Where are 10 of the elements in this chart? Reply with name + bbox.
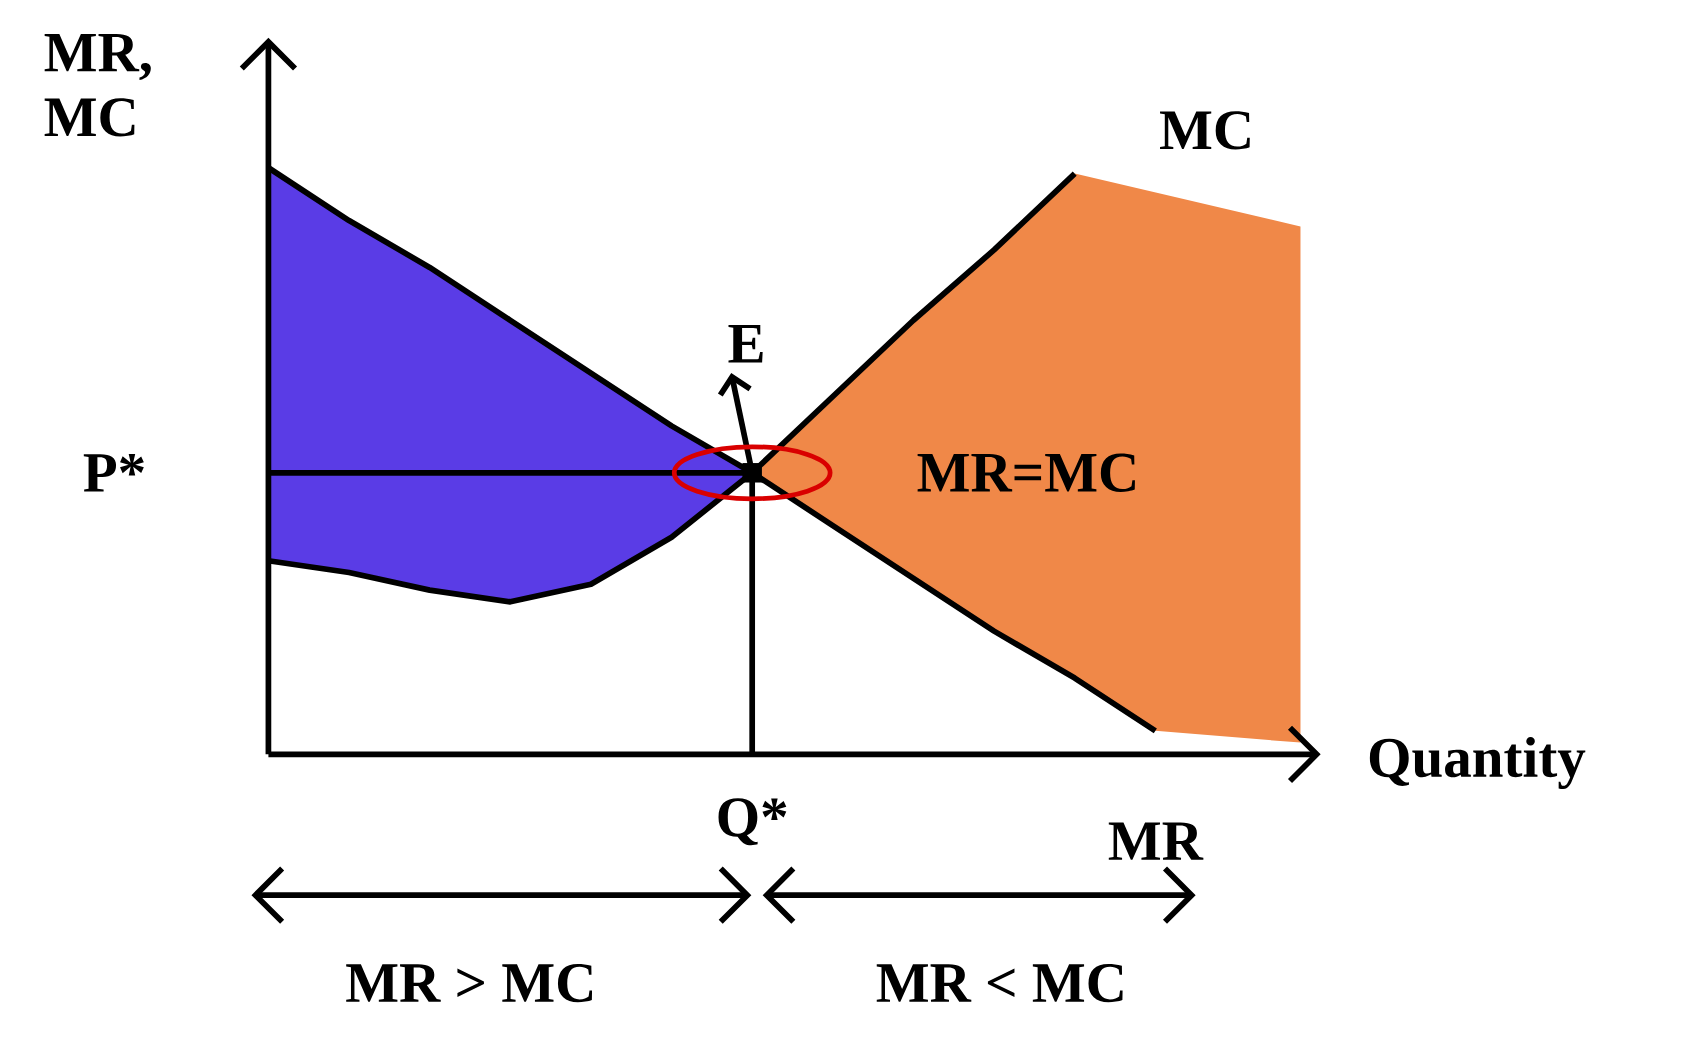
- text: MR > MC: [346, 963, 593, 1003]
- annotation: MR=MC: [917, 453, 1135, 492]
- text: Q*: [718, 798, 787, 846]
- text: MR < MC: [876, 963, 1123, 1003]
- annotation: E: [728, 325, 763, 363]
- y-axis-title: MR, MC: [44, 33, 151, 137]
- series-label: MR: [1108, 822, 1204, 860]
- ref-line-label: P*: [83, 453, 144, 492]
- x-axis-title: Quantity: [1369, 737, 1586, 789]
- series-label: MC: [1160, 111, 1250, 150]
